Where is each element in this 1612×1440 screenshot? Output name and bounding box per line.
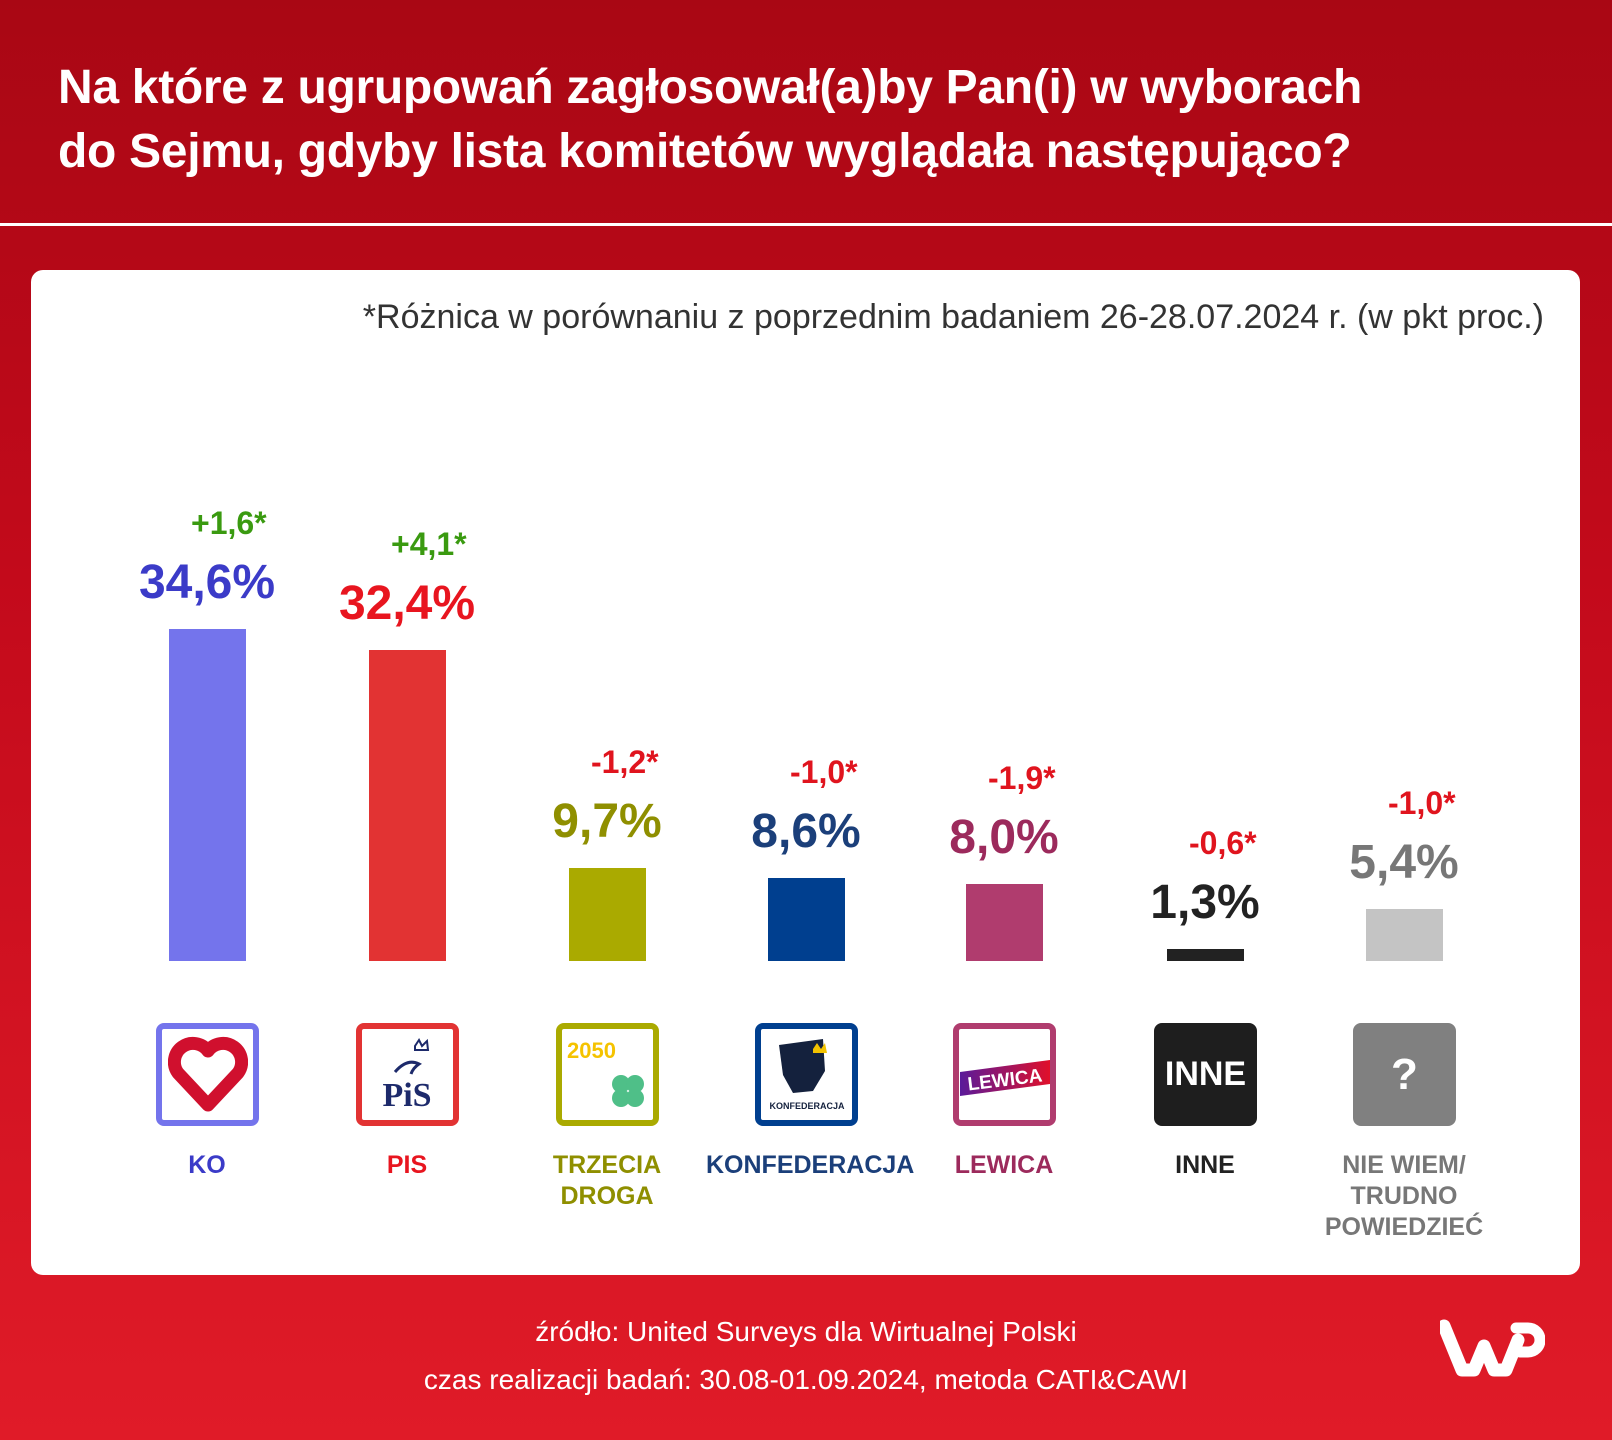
logo-konfederacja: KONFEDERACJA	[755, 1023, 858, 1126]
lewica-icon: LEWICA	[959, 1059, 1050, 1096]
logo-pis: PiS	[356, 1023, 459, 1126]
logo-inne: INNE	[1154, 1023, 1257, 1126]
category-label-line: DROGA	[560, 1182, 654, 1210]
delta-label: -1,9*	[988, 760, 1056, 797]
category-label-line: KO	[188, 1151, 226, 1179]
category-label: KO	[107, 1150, 307, 1181]
source-text: źródło: United Surveys dla Wirtualnej Po…	[535, 1316, 1077, 1347]
logo-ko	[156, 1023, 259, 1126]
logo-trzecia-droga: 2050	[556, 1023, 659, 1126]
period-text: czas realizacji badań: 30.08-01.09.2024,…	[423, 1364, 1189, 1395]
konfederacja-icon: KONFEDERACJA	[769, 1038, 845, 1111]
value-label: 1,3%	[1150, 875, 1260, 929]
bar-ko	[168, 628, 246, 961]
heart-icon	[167, 1036, 248, 1111]
svg-text:PiS: PiS	[382, 1077, 431, 1114]
category-label: PIS	[307, 1150, 507, 1181]
category-label-line: TRZECIA	[552, 1151, 662, 1179]
divider	[0, 223, 1612, 226]
category-label-line: LEWICA	[954, 1151, 1054, 1179]
bar-konfederacja	[767, 878, 845, 961]
category-label: KONFEDERACJA	[706, 1150, 915, 1181]
bar-nie-wiem	[1365, 909, 1443, 961]
title-line: Na które z ugrupowań zagłosował(a)by Pan…	[58, 61, 1362, 114]
wp-logo	[1440, 1319, 1545, 1377]
delta-label: -1,2*	[591, 743, 659, 780]
value-label: 5,4%	[1349, 836, 1459, 890]
chart-note: *Różnica w porównaniu z poprzednim badan…	[362, 298, 1544, 336]
trzecia-droga-icon: 2050	[567, 1038, 644, 1107]
category-label: INNE	[1105, 1150, 1305, 1181]
delta-label: -0,6*	[1189, 824, 1257, 861]
question-icon: ?	[1391, 1049, 1418, 1099]
value-label: 32,4%	[338, 576, 476, 630]
bar-inne	[1166, 948, 1244, 961]
chart-card: *Różnica w porównaniu z poprzednim badan…	[31, 270, 1580, 1275]
inne-icon: INNE	[1164, 1055, 1247, 1093]
delta-label: +4,1*	[391, 525, 467, 562]
delta-label: -1,0*	[1388, 785, 1456, 822]
category-label-line: NIE WIEM/	[1342, 1151, 1466, 1179]
bar-trzecia-droga	[568, 867, 646, 961]
delta-label: +1,6*	[191, 504, 267, 541]
logo-lewica: LEWICA	[953, 1023, 1056, 1126]
bar-pis	[368, 649, 446, 961]
title-line: do Sejmu, gdyby lista komitetów wyglądał…	[58, 125, 1352, 178]
category-label: TRZECIA DROGA	[507, 1150, 707, 1212]
category-label-line: POWIEDZIEĆ	[1324, 1213, 1484, 1241]
category-label-line: PIS	[386, 1151, 428, 1179]
delta-label: -1,0*	[790, 754, 858, 791]
svg-text:KONFEDERACJA: KONFEDERACJA	[769, 1101, 845, 1111]
category-label-line: KONFEDERACJA	[706, 1151, 915, 1179]
value-label: 8,6%	[751, 805, 861, 859]
category-label-line: INNE	[1175, 1151, 1235, 1179]
category-label: NIE WIEM/TRUDNO POWIEDZIEĆ	[1304, 1150, 1504, 1243]
logo-nie-wiem: ?	[1353, 1023, 1456, 1126]
value-label: 8,0%	[949, 811, 1059, 865]
svg-text:2050: 2050	[567, 1038, 616, 1063]
category-label: LEWICA	[904, 1150, 1104, 1181]
value-label: 34,6%	[138, 555, 276, 609]
value-label: 9,7%	[552, 794, 662, 848]
chart-title: Na które z ugrupowań zagłosował(a)by Pan…	[58, 56, 1362, 184]
bar-chart: 34,6% +1,6* KO 32,4% +4,1* PiS PIS 9,7% -1,2* 205…	[31, 270, 1580, 1275]
pis-icon: PiS	[382, 1038, 432, 1114]
bar-lewica	[965, 884, 1043, 961]
category-label-line: TRUDNO	[1350, 1182, 1458, 1210]
